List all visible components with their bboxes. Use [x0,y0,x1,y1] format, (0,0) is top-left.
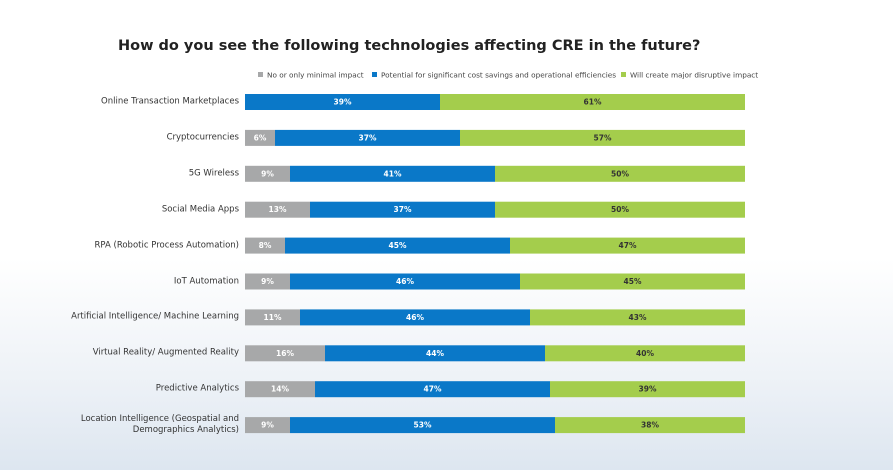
value-label: 53% [414,421,432,430]
value-label: 47% [424,385,442,394]
value-label: 57% [594,133,612,142]
category-label: Artificial Intelligence/ Machine Learnin… [71,311,239,322]
value-label: 37% [394,205,412,214]
category-label: RPA (Robotic Process Automation) [94,240,239,251]
bar-segment [245,201,310,218]
bar-segment [245,417,290,434]
bar-segment [245,129,275,146]
value-label: 11% [264,313,282,322]
bar-segment [520,273,745,290]
bar-segment [245,381,315,398]
legend-swatch [372,72,377,77]
legend-swatch [258,72,263,77]
bar-segment [315,381,550,398]
legend-label: Potential for significant cost savings a… [381,71,616,80]
bar-segment [275,129,460,146]
legend-label: No or only minimal impact [267,71,364,80]
value-label: 13% [269,205,287,214]
category-label: Virtual Reality/ Augmented Reality [92,347,239,358]
bar-segment [495,201,745,218]
value-label: 40% [636,349,654,358]
bar-segment [460,129,745,146]
category-label: Online Transaction Marketplaces [101,96,239,107]
bar-segment [245,237,285,254]
bar-segment [325,345,545,362]
bar-segment [440,94,745,110]
value-label: 61% [584,98,602,107]
bar-segment [290,273,520,290]
bar-segment [290,165,495,182]
chart-title: How do you see the following technologie… [118,38,700,54]
value-label: 39% [334,98,352,107]
legend-label: Will create major disruptive impact [630,71,758,80]
bar-segment [285,237,510,254]
category-label: Cryptocurrencies [166,132,239,143]
bar-segment [245,273,290,290]
value-label: 46% [396,277,414,286]
bar-segment [510,237,745,254]
bar-segment [530,309,745,326]
value-label: 41% [384,169,402,178]
value-label: 38% [641,421,659,430]
bar-segment [545,345,745,362]
bar-segment [495,165,745,182]
bar-segment [555,417,745,434]
value-label: 6% [254,133,267,142]
value-label: 45% [624,277,642,286]
category-label: IoT Automation [173,276,239,286]
value-label: 9% [261,421,274,430]
value-label: 44% [426,349,444,358]
bar-segment [550,381,745,398]
value-label: 8% [259,241,272,250]
bar-segment [290,417,555,434]
value-label: 47% [619,241,637,250]
bar-segment [245,309,300,326]
bar-segment [245,345,325,362]
value-label: 9% [261,277,274,286]
value-label: 37% [359,133,377,142]
bar-segment [245,165,290,182]
value-label: 9% [261,169,274,178]
value-label: 45% [389,241,407,250]
value-label: 46% [406,313,424,322]
legend-swatch [621,72,626,77]
value-label: 50% [611,205,629,214]
category-label: Predictive Analytics [155,383,239,394]
value-label: 50% [611,169,629,178]
category-label: Location Intelligence (Geospatial and De… [80,414,239,436]
category-label: 5G Wireless [188,168,239,179]
bar-segment [245,94,440,110]
value-label: 16% [276,349,294,358]
category-label: Social Media Apps [161,204,239,215]
value-label: 39% [639,385,657,394]
bar-segment [300,309,530,326]
bar-segment [310,201,495,218]
value-label: 14% [271,385,289,394]
value-label: 43% [629,313,647,322]
